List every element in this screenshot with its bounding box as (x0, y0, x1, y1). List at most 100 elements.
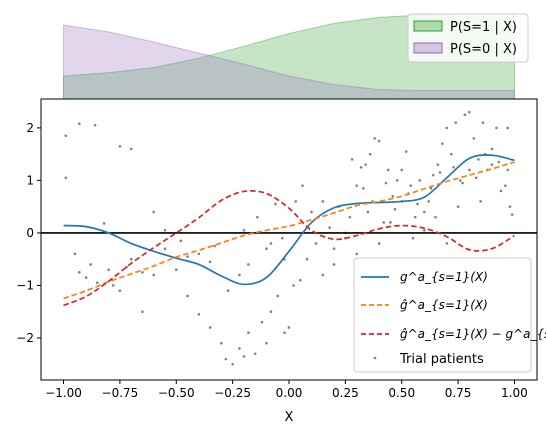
scatter-point (418, 179, 422, 182)
legend-swatch-p-s1 (413, 20, 443, 32)
legend-label-g: g^a_{s=1}(X) (400, 270, 488, 284)
scatter-point (355, 252, 358, 256)
x-tick-label: 0.75 (445, 386, 472, 400)
scatter-point (422, 210, 426, 214)
line-diff (63, 190, 515, 307)
scatter-point (391, 194, 395, 198)
scatter-point (459, 179, 462, 182)
scatter-point (84, 276, 88, 279)
scatter-point (468, 168, 471, 172)
scatter-point (427, 200, 431, 203)
scatter-point (294, 200, 298, 203)
scatter-point (242, 229, 246, 232)
scatter-point (260, 320, 264, 324)
scatter-point (348, 215, 352, 219)
scatter-point (96, 281, 99, 285)
scatter-point (213, 244, 216, 248)
scatter-point (208, 326, 212, 329)
legend-label-diff-text: ĝ^a_{s=1}(X) − g^a_{s=1}(X) (400, 327, 546, 341)
scatter-point (163, 229, 167, 232)
y-axis-ticks: −2 −1 0 1 2 (16, 121, 41, 345)
scatter-point (265, 247, 268, 250)
scatter-point (283, 331, 286, 335)
scatter-point (368, 152, 372, 156)
x-axis-ticks: −1.00 −0.75 −0.50 −0.25 0.00 0.25 0.50 0.75 1.00 (45, 380, 528, 400)
scatter-point (220, 341, 223, 345)
x-tick-label: −0.50 (158, 386, 195, 400)
scatter-point (238, 347, 241, 350)
scatter-point (64, 134, 68, 138)
scatter-point (301, 184, 304, 187)
area-p-s0 (63, 24, 515, 100)
legend-label-g-hat-text: ĝ^a_{s=1}(X) (400, 298, 488, 312)
scatter-point (454, 121, 458, 124)
scatter-point (141, 271, 144, 274)
scatter-point (411, 236, 415, 240)
scatter-point (186, 294, 189, 298)
scatter-point (479, 200, 482, 203)
scatter-point (389, 221, 392, 224)
scatter-point (355, 184, 358, 187)
main-plot: −1.00 −0.75 −0.50 −0.25 0.00 0.25 0.50 0.75 1.00… (16, 98, 546, 425)
scatter-point (377, 242, 381, 245)
y-tick-label: 2 (26, 121, 34, 135)
x-axis-label: X (285, 410, 294, 425)
legend-label-diff: ĝ^a_{s=1}(X) − g^a_{s=1}(X) (400, 327, 546, 341)
scatter-point (129, 147, 133, 151)
x-tick-label: 0.50 (388, 386, 415, 400)
legend-label-p-s0: P(S=0 | X) (450, 42, 517, 57)
main-legend-frame (353, 257, 532, 373)
scatter-point (321, 273, 325, 277)
x-tick-label: −0.25 (214, 386, 251, 400)
scatter-point (247, 263, 250, 266)
scatter-point (274, 202, 277, 206)
scatter-point (450, 152, 453, 156)
scatter-point (253, 352, 257, 356)
scatter-point (508, 205, 512, 208)
scatter-point (468, 110, 471, 114)
scatter-point (393, 207, 397, 211)
scatter-point (73, 252, 77, 256)
scatter-point (197, 252, 201, 256)
scatter-point (490, 147, 494, 151)
scatter-point (314, 242, 318, 245)
scatter-point (163, 247, 167, 250)
scatter-point (395, 179, 399, 182)
scatter-point (152, 273, 156, 277)
scatter-point (174, 268, 178, 272)
legend-marker-trial-patients (373, 356, 377, 360)
scatter-point (409, 184, 413, 187)
scatter-point (208, 260, 212, 264)
scatter-point (118, 289, 122, 293)
scatter-point (64, 176, 68, 180)
x-tick-label: 0.00 (276, 386, 303, 400)
scatter-point (332, 263, 336, 266)
scatter-point (186, 255, 189, 258)
scatter-point (269, 310, 273, 314)
scatter-point (477, 158, 480, 161)
scatter-point (242, 355, 246, 358)
scatter-point (226, 289, 230, 293)
scatter-point (287, 326, 291, 329)
legend-label-g-text: g^a_{s=1}(X) (400, 270, 488, 284)
scatter-point (111, 284, 115, 287)
scatter-point (197, 313, 201, 316)
scatter-point (141, 310, 144, 314)
scatter-point (436, 163, 440, 166)
main-legend: g^a_{s=1}(X) ĝ^a_{s=1}(X) ĝ^a_{s=1}(X) −… (353, 257, 546, 373)
scatter-point (441, 142, 444, 145)
scatter-point (89, 263, 92, 266)
scatter-point (499, 189, 503, 193)
top-legend: P(S=1 | X) P(S=0 | X) (407, 13, 529, 63)
scatter-point (445, 242, 449, 245)
scatter-point (332, 247, 336, 250)
scatter-point (506, 168, 509, 172)
scatter-point (382, 221, 385, 224)
scatter-point (93, 123, 97, 127)
scatter-point (463, 113, 467, 117)
scatter-point (78, 122, 81, 125)
y-tick-label: −2 (16, 331, 34, 345)
scatter-point (490, 163, 494, 166)
main-lines (63, 154, 515, 307)
scatter-point (321, 200, 325, 203)
